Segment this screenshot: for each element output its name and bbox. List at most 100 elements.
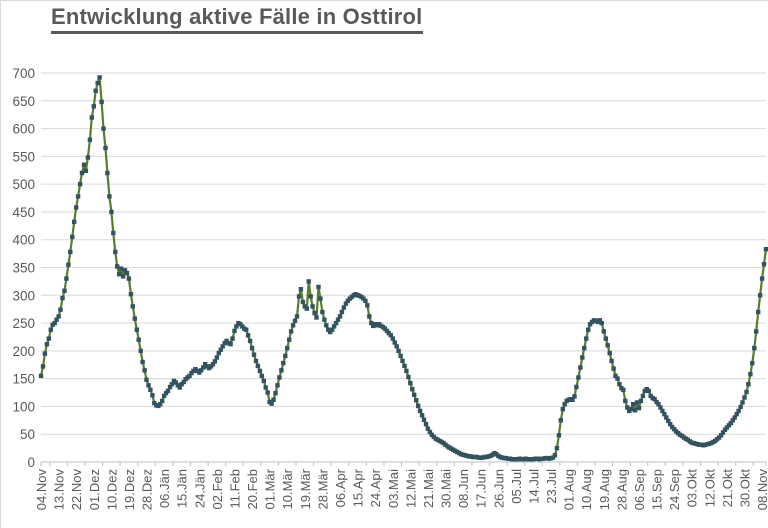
y-axis-tick-label: 500: [12, 177, 35, 192]
data-point-marker: [328, 329, 333, 335]
data-point-marker: [312, 310, 317, 316]
x-axis-tick-label: 20.Feb: [245, 469, 260, 509]
data-point-marker: [199, 368, 204, 373]
x-axis-tick-label: 26.Jun: [491, 469, 506, 508]
data-point-marker: [412, 392, 417, 397]
y-axis-tick-label: 250: [12, 316, 35, 331]
data-point-marker: [617, 382, 622, 387]
data-point-marker: [118, 266, 124, 271]
data-point-marker: [734, 412, 739, 417]
data-point-marker: [316, 284, 321, 290]
x-axis-tick-label: 24.Sep: [667, 469, 682, 510]
data-point-marker: [394, 344, 399, 349]
data-point-marker: [128, 292, 134, 297]
data-point-marker: [140, 359, 145, 365]
data-point-marker: [160, 398, 165, 404]
data-point-marker: [130, 304, 135, 309]
data-point-marker: [310, 304, 315, 309]
x-axis-tick-label: 19.Dez: [122, 469, 137, 510]
data-point-marker: [253, 358, 259, 364]
data-point-marker: [285, 345, 290, 351]
data-point-marker: [44, 342, 50, 347]
x-axis-tick-label: 21.Okt: [720, 469, 735, 508]
data-point-marker: [117, 272, 122, 277]
data-point-marker: [398, 353, 403, 359]
data-point-marker: [390, 336, 395, 341]
data-point-marker: [640, 393, 646, 399]
data-point-marker: [744, 389, 749, 395]
data-point-marker: [150, 393, 155, 398]
data-point-marker: [216, 350, 221, 356]
data-point-marker: [425, 426, 431, 431]
data-point-marker: [666, 418, 671, 424]
data-point-marker: [572, 394, 577, 399]
data-point-marker: [79, 170, 85, 176]
x-axis-tick-label: 28.Dez: [140, 469, 155, 510]
data-point-marker: [75, 194, 81, 199]
y-axis-tick-label: 200: [12, 344, 35, 359]
data-point-marker: [294, 314, 300, 319]
x-axis-tick-label: 08.Nov: [755, 469, 768, 511]
x-axis-tick-label: 10.Aug: [579, 469, 594, 510]
data-point-marker: [62, 288, 67, 293]
data-point-marker: [339, 309, 345, 315]
data-point-marker: [720, 430, 726, 435]
data-point-marker: [427, 429, 433, 435]
data-point-marker: [341, 305, 347, 310]
x-axis-tick-label: 19.Mär: [298, 468, 313, 509]
x-axis-tick-label: 12.Okt: [702, 469, 717, 508]
data-point-marker: [52, 320, 57, 326]
data-point-marker: [756, 309, 761, 315]
data-point-marker: [574, 384, 579, 390]
data-point-marker: [570, 397, 575, 402]
data-point-marker: [115, 264, 120, 269]
data-point-marker: [367, 314, 372, 319]
data-point-marker: [95, 80, 100, 86]
y-axis-tick-label: 600: [12, 122, 35, 137]
data-point-marker: [275, 383, 280, 388]
data-point-marker: [300, 299, 306, 305]
data-point-marker: [363, 298, 368, 303]
data-point-marker: [167, 384, 173, 390]
data-point-marker: [212, 359, 218, 364]
x-axis-tick-label: 17.Jun: [474, 469, 489, 508]
data-point-marker: [249, 345, 255, 351]
data-point-marker: [138, 348, 143, 354]
x-axis-tick-label: 21.Mai: [421, 469, 436, 508]
data-point-marker: [85, 155, 91, 160]
data-point-marker: [103, 145, 108, 151]
data-point-marker: [158, 402, 163, 407]
y-axis-tick-label: 400: [12, 233, 35, 248]
data-point-marker: [757, 293, 763, 298]
data-point-marker: [738, 404, 743, 410]
data-point-marker: [361, 296, 366, 301]
data-point-marker: [330, 327, 335, 332]
x-axis-tick-label: 19.Aug: [597, 469, 612, 510]
data-point-marker: [754, 329, 759, 334]
data-point-marker: [181, 379, 186, 385]
data-point-marker: [126, 276, 132, 281]
y-axis-tick-label: 0: [27, 455, 35, 470]
data-point-marker: [120, 274, 126, 279]
x-axis-tick-label: 30.Mai: [439, 469, 454, 508]
data-point-marker: [58, 307, 63, 312]
data-point-marker: [410, 387, 415, 392]
data-point-marker: [142, 368, 147, 373]
data-point-marker: [132, 316, 137, 321]
data-point-marker: [232, 328, 237, 334]
chart-title: Entwicklung aktive Fälle in Osttirol: [51, 4, 423, 34]
data-point-marker: [161, 393, 167, 399]
y-axis-tick-label: 650: [12, 94, 35, 109]
data-point-marker: [369, 320, 374, 326]
data-point-marker: [335, 317, 341, 322]
data-point-marker: [652, 397, 657, 402]
data-point-marker: [621, 387, 626, 392]
data-point-marker: [331, 324, 337, 329]
data-point-marker: [740, 400, 745, 405]
data-point-marker: [277, 375, 282, 380]
y-axis-tick-label: 450: [12, 205, 35, 220]
y-axis-tick-label: 700: [12, 66, 35, 81]
data-point-marker: [89, 115, 94, 120]
